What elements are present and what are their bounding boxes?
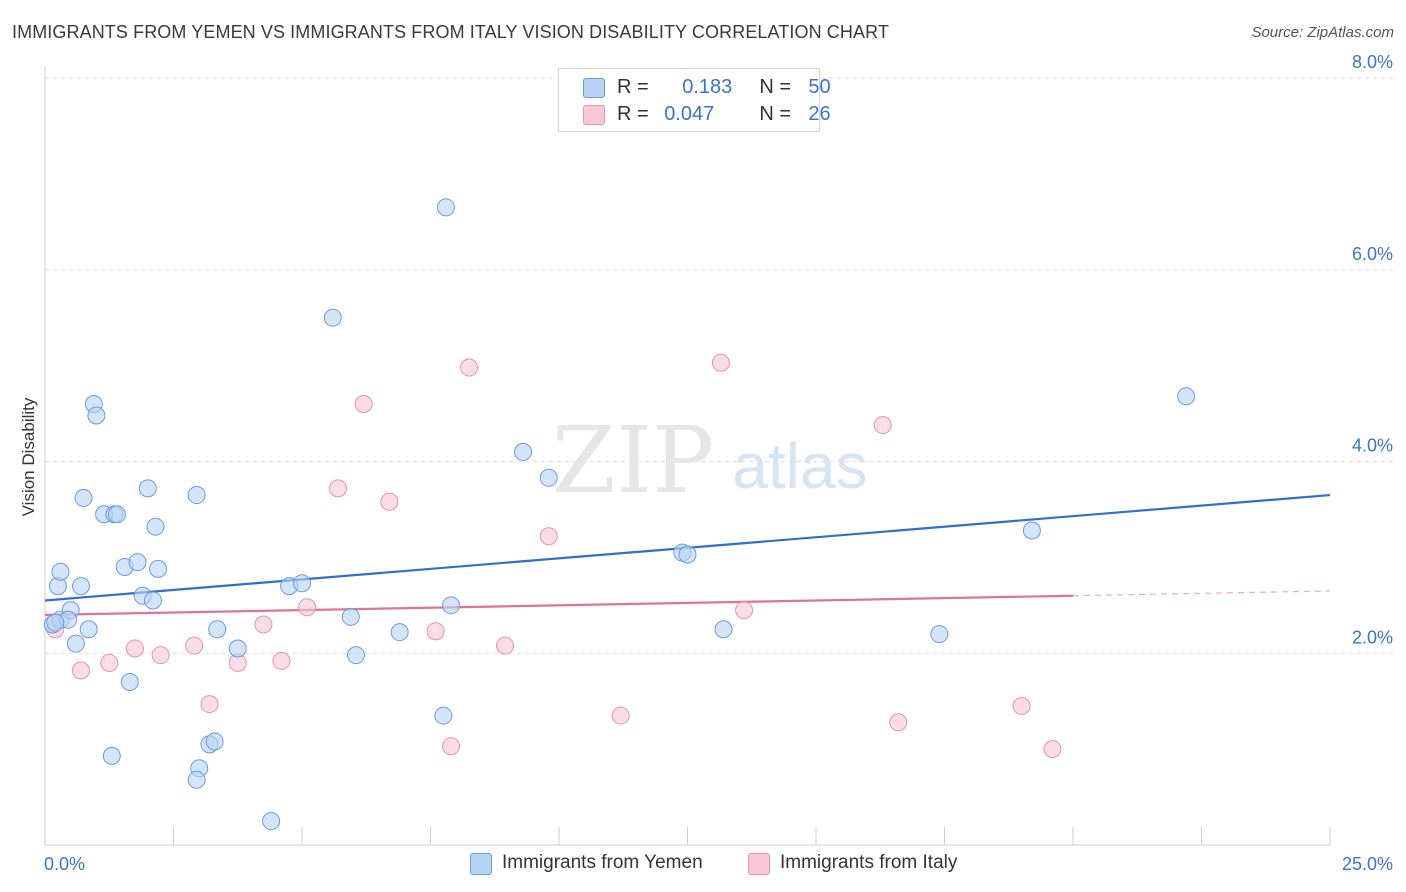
italy-swatch <box>583 105 605 125</box>
yemen-point <box>71 577 90 596</box>
yemen-point <box>341 607 360 626</box>
axes <box>44 66 1331 846</box>
italy-point <box>125 639 144 658</box>
watermark: ZIP atlas <box>552 407 868 514</box>
yemen-point <box>51 562 70 581</box>
yemen-point <box>143 591 162 610</box>
chart-title: IMMIGRANTS FROM YEMEN VS IMMIGRANTS FROM… <box>12 22 889 42</box>
yemen-legend-swatch <box>470 853 492 875</box>
italy-point <box>185 636 204 655</box>
yemen-point <box>434 706 453 725</box>
italy-point <box>328 479 347 498</box>
tick-labels: 2.0% 4.0% 6.0% 8.0% 0.0% 25.0% Vision Disabili… <box>19 52 1393 874</box>
yemen-point <box>390 623 409 642</box>
watermark-zip: ZIP <box>552 407 714 514</box>
y-axis-label: Vision Disability <box>19 397 38 516</box>
yemen-point <box>714 620 733 639</box>
yemen-n-value: 50 <box>808 76 831 98</box>
italy-point <box>100 653 119 672</box>
italy-point <box>71 661 90 680</box>
yemen-point <box>79 620 98 639</box>
italy-point <box>711 353 730 372</box>
italy-point <box>539 527 558 546</box>
italy-point <box>426 622 445 641</box>
italy-point <box>254 615 273 634</box>
italy-point <box>889 713 908 732</box>
italy-point <box>151 646 170 665</box>
yemen-point <box>66 634 85 653</box>
italy-point <box>354 394 373 413</box>
yemen-r-value: 0.183 <box>682 76 733 98</box>
yemen-point <box>323 308 342 327</box>
italy-point <box>380 492 399 511</box>
italy-n-value: 26 <box>808 103 831 125</box>
yemen-point <box>205 732 224 751</box>
y-tick-label: 6.0% <box>1352 244 1393 264</box>
yemen-point <box>102 746 121 765</box>
y-tick-label: 8.0% <box>1352 52 1393 72</box>
yemen-point <box>1022 521 1041 540</box>
yemen-point <box>228 639 247 658</box>
italy-r-value: 0.047 <box>664 103 715 125</box>
x-tick-label-min: 0.0% <box>44 854 85 874</box>
data-points <box>43 198 1196 831</box>
yemen-point <box>187 486 206 505</box>
yemen-point <box>138 479 157 498</box>
watermark-atlas: atlas <box>732 430 867 502</box>
yemen-point <box>442 596 461 615</box>
yemen-point <box>120 673 139 692</box>
yemen-point <box>46 613 65 632</box>
yemen-point <box>678 545 697 564</box>
italy-point <box>460 358 479 377</box>
yemen-point <box>436 198 455 217</box>
yemen-point <box>187 770 206 789</box>
italy-point <box>1043 740 1062 759</box>
yemen-point <box>87 406 106 425</box>
yemen-point <box>149 559 168 578</box>
yemen-point <box>1177 387 1196 406</box>
italy-point <box>200 695 219 714</box>
italy-point <box>442 737 461 756</box>
y-tick-label: 4.0% <box>1352 436 1393 456</box>
yemen-point <box>128 553 147 572</box>
yemen-legend-label: Immigrants from Yemen <box>502 852 703 873</box>
yemen-point <box>514 442 533 461</box>
yemen-point <box>107 505 126 524</box>
yemen-r-label: R = <box>617 76 649 98</box>
italy-point <box>272 651 291 670</box>
yemen-n-label: N = <box>759 76 792 98</box>
x-tick-label-max: 25.0% <box>1342 854 1393 874</box>
italy-point <box>873 416 892 435</box>
correlation-legend: R = 0.183 N = 50 R = 0.047 N = 26 <box>558 68 831 132</box>
yemen-point <box>262 812 281 831</box>
italy-point <box>298 598 317 617</box>
yemen-point <box>146 517 165 536</box>
yemen-point <box>346 646 365 665</box>
italy-legend-label: Immigrants from Italy <box>780 852 958 873</box>
yemen-swatch <box>583 78 605 98</box>
yemen-point <box>930 625 949 644</box>
italy-r-label: R = <box>617 103 649 125</box>
yemen-point <box>293 574 311 593</box>
italy-trend-extension <box>1072 590 1331 597</box>
y-tick-label: 2.0% <box>1352 627 1393 647</box>
italy-point <box>735 601 754 620</box>
italy-legend-swatch <box>748 853 770 875</box>
source-credit: Source: ZipAtlas.com <box>1251 24 1394 41</box>
yemen-point <box>74 488 93 507</box>
italy-point <box>496 636 515 655</box>
italy-point <box>1012 696 1031 715</box>
italy-trend-line <box>44 594 1074 616</box>
yemen-point <box>208 620 227 639</box>
yemen-point <box>539 468 558 487</box>
italy-point <box>611 706 630 725</box>
italy-n-label: N = <box>759 103 792 125</box>
